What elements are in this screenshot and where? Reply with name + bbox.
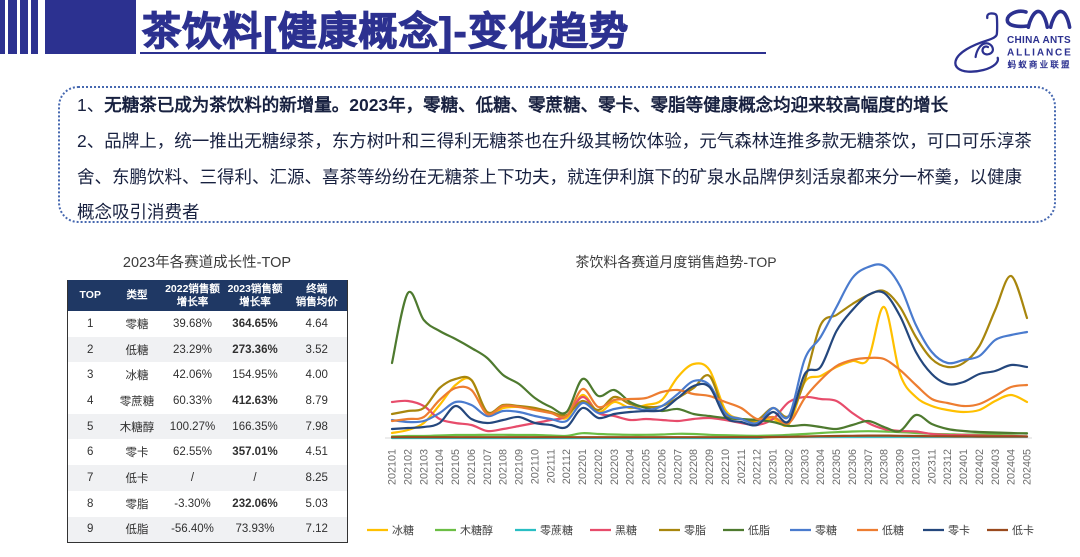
svg-text:202402: 202402 <box>974 449 986 485</box>
svg-text:黑糖: 黑糖 <box>615 523 637 537</box>
svg-text:低脂: 低脂 <box>748 523 770 537</box>
svg-text:202312: 202312 <box>942 449 954 485</box>
svg-text:冰糖: 冰糖 <box>392 523 414 537</box>
svg-text:202310: 202310 <box>911 449 923 485</box>
svg-text:202211: 202211 <box>736 449 748 484</box>
svg-text:低糖: 低糖 <box>882 523 904 537</box>
svg-text:202107: 202107 <box>482 449 494 485</box>
svg-text:202109: 202109 <box>514 449 526 485</box>
svg-text:202311: 202311 <box>926 449 938 484</box>
svg-text:202207: 202207 <box>672 449 684 485</box>
svg-text:CHINA ANTS: CHINA ANTS <box>1007 35 1071 46</box>
svg-text:202304: 202304 <box>815 449 827 485</box>
svg-text:蚂蚁商业联盟: 蚂蚁商业联盟 <box>1008 60 1072 70</box>
svg-text:202301: 202301 <box>768 449 780 485</box>
svg-text:202302: 202302 <box>784 449 796 485</box>
svg-text:202106: 202106 <box>466 449 478 485</box>
svg-text:零脂: 零脂 <box>684 523 706 537</box>
svg-text:202210: 202210 <box>720 449 732 485</box>
svg-text:202105: 202105 <box>450 449 462 485</box>
svg-text:零糖: 零糖 <box>815 523 837 537</box>
svg-text:低卡: 低卡 <box>1012 524 1034 537</box>
svg-text:202110: 202110 <box>530 449 542 484</box>
svg-text:202209: 202209 <box>704 449 716 485</box>
svg-text:零蔗糖: 零蔗糖 <box>540 523 573 537</box>
svg-text:202212: 202212 <box>752 449 764 485</box>
svg-text:202103: 202103 <box>418 449 430 485</box>
svg-text:202108: 202108 <box>498 449 510 485</box>
svg-text:202307: 202307 <box>863 449 875 485</box>
svg-text:202309: 202309 <box>895 449 907 485</box>
svg-text:202111: 202111 <box>545 449 557 483</box>
svg-text:202308: 202308 <box>879 449 891 485</box>
svg-text:202405: 202405 <box>1022 449 1034 485</box>
svg-text:202101: 202101 <box>387 449 399 485</box>
svg-text:202104: 202104 <box>434 449 446 485</box>
svg-text:202204: 202204 <box>625 449 637 485</box>
svg-text:202208: 202208 <box>688 449 700 485</box>
svg-text:木糖醇: 木糖醇 <box>460 523 493 537</box>
svg-text:ALLIANCE: ALLIANCE <box>1007 48 1073 59</box>
svg-text:202305: 202305 <box>831 449 843 485</box>
svg-text:202403: 202403 <box>990 449 1002 485</box>
svg-text:202102: 202102 <box>403 449 415 485</box>
svg-text:202202: 202202 <box>593 449 605 485</box>
svg-text:202203: 202203 <box>609 449 621 485</box>
svg-text:零卡: 零卡 <box>948 524 970 537</box>
svg-text:202401: 202401 <box>958 449 970 485</box>
svg-text:202404: 202404 <box>1006 449 1018 485</box>
svg-text:202206: 202206 <box>657 449 669 485</box>
svg-text:202205: 202205 <box>641 449 653 485</box>
svg-text:202201: 202201 <box>577 449 589 485</box>
svg-text:202303: 202303 <box>799 449 811 485</box>
svg-text:202112: 202112 <box>561 449 573 484</box>
svg-text:202306: 202306 <box>847 449 859 485</box>
